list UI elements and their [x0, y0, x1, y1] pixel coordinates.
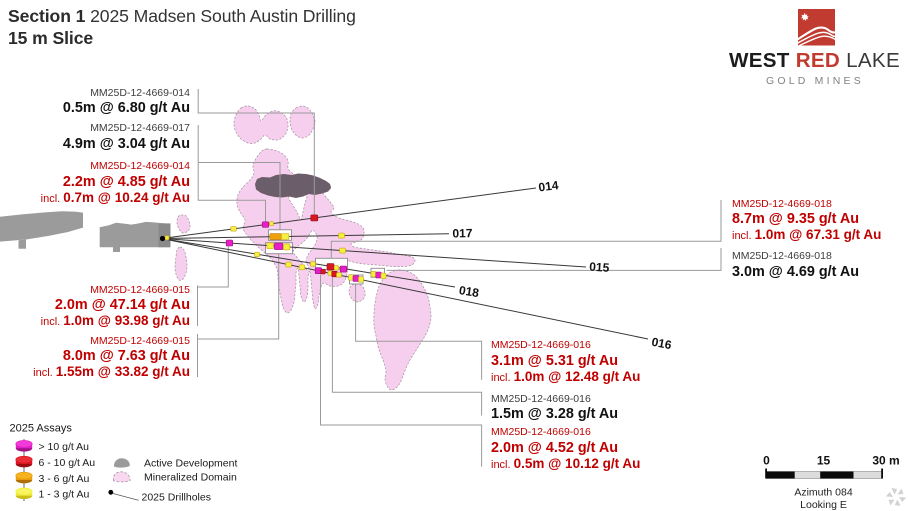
svg-text:Active Development: Active Development — [144, 458, 237, 470]
svg-text:Looking E: Looking E — [800, 499, 847, 511]
svg-text:0: 0 — [763, 454, 770, 468]
svg-text:3 - 6 g/t Au: 3 - 6 g/t Au — [39, 473, 90, 485]
svg-text:018: 018 — [458, 283, 480, 300]
svg-text:15: 15 — [817, 454, 831, 468]
svg-text:30 m: 30 m — [872, 454, 899, 468]
svg-text:017: 017 — [452, 226, 473, 240]
svg-text:6 - 10 g/t Au: 6 - 10 g/t Au — [39, 457, 96, 469]
svg-text:1 - 3 g/t Au: 1 - 3 g/t Au — [39, 489, 90, 501]
svg-text:014: 014 — [538, 178, 560, 194]
svg-text:016: 016 — [650, 335, 673, 353]
svg-text:015: 015 — [589, 260, 610, 275]
svg-text:2025 Drillholes: 2025 Drillholes — [142, 492, 211, 504]
svg-text:Azimuth 084: Azimuth 084 — [794, 487, 853, 499]
svg-text:> 10 g/t Au: > 10 g/t Au — [39, 441, 90, 453]
svg-text:2025 Assays: 2025 Assays — [10, 423, 73, 435]
svg-text:Mineralized Domain: Mineralized Domain — [144, 472, 237, 484]
